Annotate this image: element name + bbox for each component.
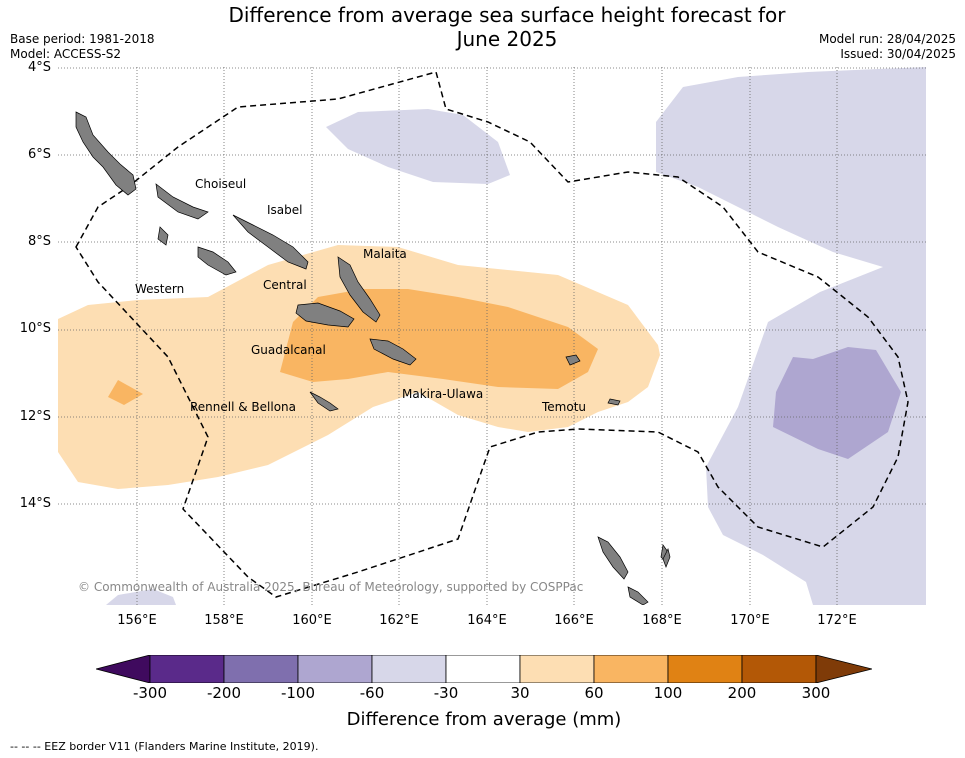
title-line-1: Difference from average sea surface heig… [228, 3, 786, 27]
lon-label-170e: 170°E [730, 613, 770, 628]
forecast-map: Choiseul Isabel Malaita Western Central … [58, 67, 926, 605]
region-label-isabel: Isabel [267, 203, 303, 217]
lon-label-162e: 162°E [379, 613, 419, 628]
map-canvas [58, 67, 926, 605]
colorbar-segment-8 [667, 654, 743, 684]
negative-anomaly-areas [106, 67, 926, 605]
region-label-western: Western [135, 282, 185, 296]
region-label-guadalcanal: Guadalcanal [251, 343, 326, 357]
eez-border [75, 71, 909, 598]
colorbar-tick: -100 [280, 684, 316, 702]
lon-label-168e: 168°E [642, 613, 682, 628]
lon-label-160e: 160°E [292, 613, 332, 628]
colorbar-tick: -300 [132, 684, 168, 702]
region-label-malaita: Malaita [363, 247, 407, 261]
meta-left: Base period: 1981-2018 Model: ACCESS-S2 [10, 32, 155, 62]
region-label-central: Central [263, 278, 307, 292]
graticule [58, 67, 926, 605]
colorbar-segment-2 [223, 654, 299, 684]
colorbar [94, 654, 873, 684]
region-label-choiseul: Choiseul [195, 177, 247, 191]
lon-label-156e: 156°E [117, 613, 157, 628]
lat-label-4s: 4°S [27, 60, 51, 75]
colorbar-segment-6 [519, 654, 595, 684]
meta-right: Model run: 28/04/2025 Issued: 30/04/2025 [819, 32, 956, 62]
lon-label-164e: 164°E [467, 613, 507, 628]
lat-label-6s: 6°S [27, 147, 51, 162]
lat-label-14s: 14°S [19, 496, 51, 511]
lat-label-8s: 8°S [27, 234, 51, 249]
region-label-rennell-bellona: Rennell & Bellona [190, 400, 297, 414]
region-label-makira-ulawa: Makira-Ulawa [402, 387, 484, 401]
lon-label-166e: 166°E [554, 613, 594, 628]
chart-title: Difference from average sea surface heig… [0, 3, 965, 51]
colorbar-svg [94, 654, 873, 684]
colorbar-high-extension [815, 654, 873, 684]
colorbar-segment-7 [593, 654, 669, 684]
colorbar-segment-1 [149, 654, 225, 684]
colorbar-tick: 100 [653, 684, 683, 702]
colorbar-tick: -200 [206, 684, 242, 702]
colorbar-low-extension [94, 654, 151, 684]
eez-footnote: -- -- -- EEZ border V11 (Flanders Marine… [10, 740, 319, 753]
colorbar-tick: 200 [727, 684, 757, 702]
title-line-2: June 2025 [456, 27, 558, 51]
lat-label-12s: 12°S [19, 409, 51, 424]
colorbar-tick: 300 [801, 684, 831, 702]
lat-label-10s: 10°S [19, 321, 51, 336]
colorbar-title: Difference from average (mm) [346, 709, 622, 730]
colorbar-segment-3 [297, 654, 373, 684]
region-label-temotu: Temotu [542, 400, 587, 414]
model-run: Model run: 28/04/2025 [818, 32, 956, 46]
colorbar-tick: 60 [584, 684, 604, 702]
colorbar-segment-9 [741, 654, 817, 684]
lon-label-172e: 172°E [817, 613, 857, 628]
issued-date: Issued: 30/04/2025 [840, 47, 956, 61]
moderate-positive-anomaly-areas [108, 289, 598, 405]
colorbar-segment-5 [445, 654, 521, 684]
colorbar-tick: 30 [510, 684, 530, 702]
copyright-notice: © Commonwealth of Australia 2025, Bureau… [78, 580, 584, 594]
lon-label-158e: 158°E [204, 613, 244, 628]
colorbar-tick: -60 [359, 684, 385, 702]
colorbar-tick: -30 [433, 684, 459, 702]
model-name: Model: ACCESS-S2 [10, 47, 122, 61]
land-islands [75, 111, 671, 605]
colorbar-segment-4 [371, 654, 447, 684]
base-period: Base period: 1981-2018 [10, 32, 155, 46]
